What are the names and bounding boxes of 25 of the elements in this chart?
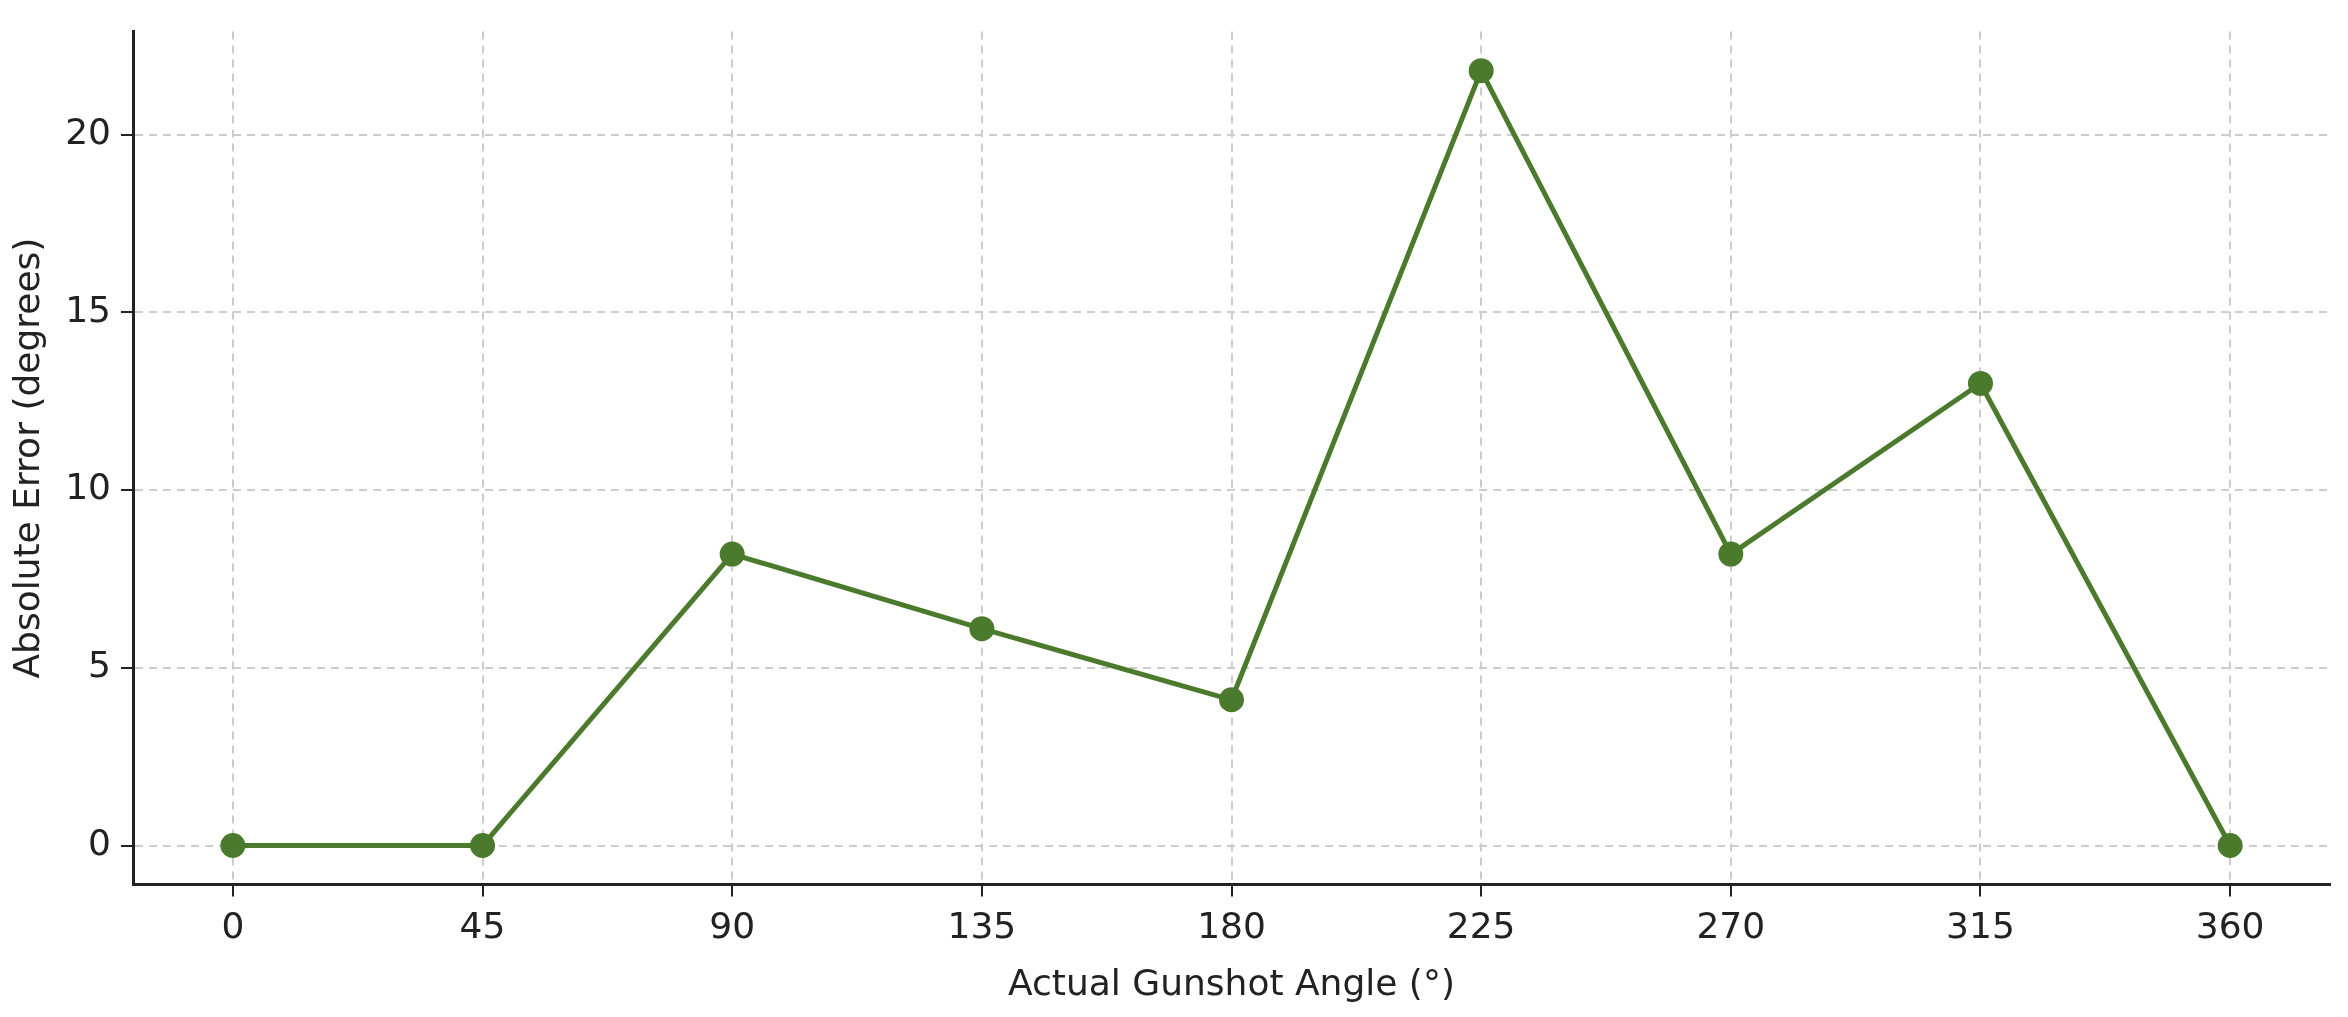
x-tick-label: 135	[947, 904, 1017, 946]
point	[1219, 687, 1244, 713]
point	[220, 833, 246, 858]
point	[1967, 370, 1993, 396]
point	[1468, 58, 1494, 84]
x-tick-label: 270	[1696, 904, 1766, 946]
y-tick-label: 10	[65, 466, 112, 508]
point	[470, 833, 496, 858]
x-tick-label: 180	[1197, 904, 1266, 946]
point	[969, 616, 995, 642]
x-tick-label: 315	[1946, 904, 2015, 946]
x-tick-label: 225	[1446, 904, 1516, 946]
y-axis-title: Absolute Error (degrees)	[5, 237, 47, 679]
x-tick-label: 360	[2195, 904, 2265, 946]
x-tick-label: 0	[221, 904, 245, 946]
x-tick-label: 45	[459, 904, 506, 946]
point	[2217, 833, 2243, 858]
y-tick-label: 0	[88, 821, 112, 863]
x-axis-title: Actual Gunshot Angle (°)	[1008, 961, 1455, 1003]
y-tick-label: 20	[65, 111, 112, 153]
y-tick-label: 15	[65, 288, 112, 330]
y-tick-label: 5	[88, 644, 112, 686]
x-tick-label: 90	[709, 904, 756, 946]
point	[719, 541, 745, 567]
point	[1718, 541, 1744, 567]
